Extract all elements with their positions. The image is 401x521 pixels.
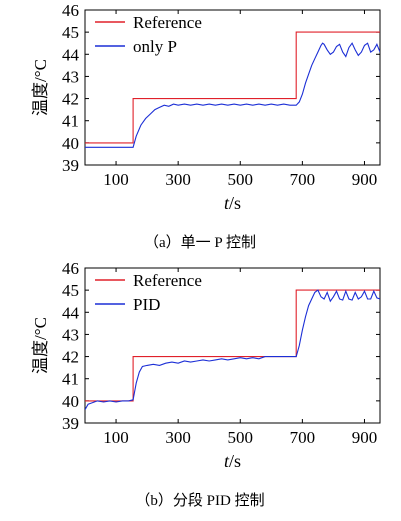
x-axis-label-a: t/s	[224, 193, 241, 213]
y-tick-label-a: 46	[62, 1, 79, 20]
figure-caption-b: （b）分段 PID 控制	[135, 492, 264, 509]
x-tick-label-a: 900	[352, 170, 378, 189]
x-axis-label-var-a: t	[224, 193, 230, 213]
x-tick-label-a: 300	[165, 170, 191, 189]
x-axis-label-b: t/s	[224, 451, 241, 471]
y-tick-label-a: 44	[62, 45, 80, 64]
y-tick-label-b: 40	[62, 392, 79, 411]
y-tick-label-b: 44	[62, 303, 80, 322]
y-tick-label-a: 42	[62, 90, 79, 109]
series-line-reference-a	[85, 31, 380, 144]
chart-svg-a: 39 40 41 42 43 44 45 46 100 300 500 700 900 t/s 温度/°C R…	[31, 1, 381, 251]
chart-svg-b: 39 40 41 42 43 44 45 46 100 300 500 700 900 t/s 温度/°C R…	[31, 259, 381, 509]
legend-label-a: Reference	[133, 13, 202, 32]
y-tick-label-a: 41	[62, 112, 79, 131]
y-tick-label-b: 46	[62, 259, 79, 278]
x-tick-label-b: 500	[228, 428, 254, 447]
y-tick-label-b: 43	[62, 325, 79, 344]
plot-frame-b	[84, 267, 381, 424]
x-tick-label-a: 500	[228, 170, 254, 189]
y-axis-label-b: 温度/°C	[31, 317, 50, 374]
x-axis-label-unit-a: /s	[229, 193, 241, 213]
x-tick-label-b: 700	[290, 428, 316, 447]
y-tick-label-b: 41	[62, 370, 79, 389]
x-axis-label-unit-b: /s	[229, 451, 241, 471]
x-axis-label-var-b: t	[224, 451, 230, 471]
x-tick-label-b: 300	[165, 428, 191, 447]
y-tick-label-a: 45	[62, 23, 79, 42]
legend-label-b: Reference	[133, 271, 202, 290]
series-line-reference-b	[85, 289, 380, 402]
y-tick-label-a: 40	[62, 134, 79, 153]
series-line-only-p-a	[85, 42, 380, 148]
legend-label-b: PID	[133, 295, 160, 314]
chart-panel-a: 39 40 41 42 43 44 45 46 100 300 500 700 900 t/s 温度/°C R…	[0, 0, 401, 258]
y-tick-label-b: 39	[62, 414, 79, 433]
x-tick-label-b: 100	[103, 428, 129, 447]
legend-label-a: only P	[133, 37, 177, 56]
y-tick-label-b: 45	[62, 281, 79, 300]
y-tick-label-b: 42	[62, 348, 79, 367]
y-tick-label-a: 43	[62, 67, 79, 86]
y-axis-label-a: 温度/°C	[31, 59, 50, 116]
x-tick-label-a: 700	[290, 170, 316, 189]
x-tick-label-a: 100	[103, 170, 129, 189]
figure-caption-a: （a）单一 P 控制	[144, 234, 256, 251]
plot-frame-a	[84, 9, 381, 166]
y-tick-label-a: 39	[62, 156, 79, 175]
x-tick-label-b: 900	[352, 428, 378, 447]
series-line-pid-b	[85, 289, 380, 410]
chart-panel-b: 39 40 41 42 43 44 45 46 100 300 500 700 900 t/s 温度/°C R…	[0, 258, 401, 516]
